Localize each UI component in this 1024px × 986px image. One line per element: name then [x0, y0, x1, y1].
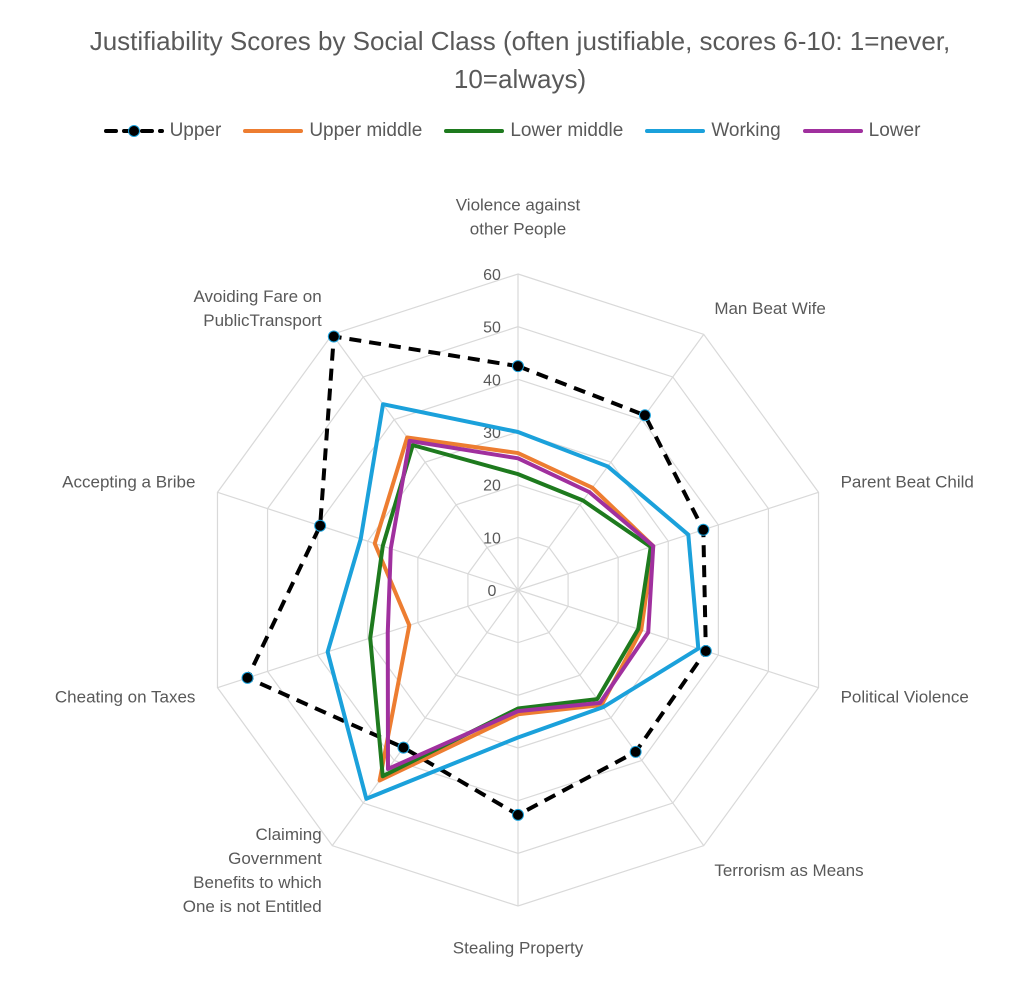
category-label: Political Violence [841, 687, 969, 706]
category-label: Violence against other People [456, 195, 581, 238]
series-lower-middle [368, 443, 653, 779]
legend-label: Upper middle [309, 120, 423, 141]
legend-label: Upper [169, 120, 222, 141]
spoke [217, 491, 519, 591]
category-label: Cheating on Taxes [55, 687, 196, 706]
category-label: Stealing Property [453, 939, 584, 958]
tick-label: 0 [488, 583, 497, 600]
data-point [699, 645, 712, 658]
legend-swatch [645, 129, 706, 133]
category-label: Terrorism as Means [714, 861, 863, 880]
spoke [517, 333, 705, 591]
spoke [331, 589, 519, 847]
series-lower [385, 438, 656, 771]
legend: Upper Upper middle Lower middle Working Lowe… [0, 120, 1024, 142]
data-point [629, 745, 642, 758]
legend-swatch [243, 129, 304, 133]
legend-item: Lower [802, 120, 921, 142]
spoke [517, 589, 705, 847]
data-point [512, 808, 524, 821]
legend-swatch [103, 125, 164, 137]
legend-item: Upper [103, 120, 222, 142]
tick-label: 50 [483, 320, 501, 337]
data-point [638, 409, 651, 422]
legend-label: Lower middle [510, 120, 624, 141]
legend-item: Upper middle [243, 120, 422, 142]
category-label: Man Beat Wife [714, 299, 826, 318]
legend-label: Lower [868, 120, 921, 141]
series-line [385, 438, 656, 771]
spoke [217, 589, 519, 689]
legend-swatch [444, 129, 505, 133]
data-point [327, 330, 340, 343]
data-point [512, 360, 524, 373]
data-point [697, 523, 710, 536]
data-point [241, 671, 254, 684]
legend-item: Working [645, 120, 781, 142]
chart-title: Justifiability Scores by Social Class (o… [89, 26, 951, 94]
category-label: Accepting a Bribe [62, 473, 195, 492]
tick-label: 40 [483, 372, 501, 389]
series-line [368, 443, 653, 779]
category-label: Avoiding Fare on PublicTransport [193, 287, 321, 330]
data-point [397, 741, 410, 754]
series-upper [241, 330, 712, 821]
tick-label: 60 [483, 267, 501, 284]
series-working [325, 402, 701, 801]
series-line [245, 334, 708, 817]
category-label: Claiming Government Benefits to which One i… [183, 825, 322, 916]
tick-label: 20 [483, 478, 501, 495]
category-label: Parent Beat Child [841, 473, 974, 492]
spoke [331, 333, 519, 591]
legend-swatch [802, 129, 863, 133]
legend-item: Lower middle [444, 120, 623, 142]
data-point [314, 519, 327, 532]
legend-label: Working [711, 120, 781, 141]
spoke [517, 491, 819, 591]
tick-label: 10 [483, 530, 501, 547]
series-line [325, 402, 701, 801]
spoke [517, 589, 819, 689]
